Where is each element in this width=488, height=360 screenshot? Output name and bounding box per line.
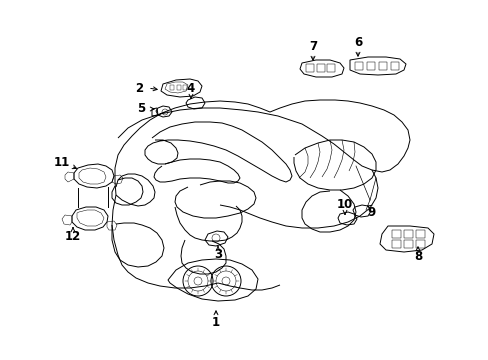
Text: 3: 3	[214, 248, 222, 261]
Text: 2: 2	[135, 81, 143, 94]
Text: 6: 6	[353, 36, 362, 49]
Text: 7: 7	[308, 40, 316, 53]
Text: 11: 11	[54, 156, 70, 168]
Text: 8: 8	[413, 251, 421, 264]
Text: 9: 9	[366, 207, 374, 220]
Text: 5: 5	[137, 103, 145, 116]
Text: 1: 1	[211, 315, 220, 328]
Text: 10: 10	[336, 198, 352, 211]
Text: 12: 12	[65, 230, 81, 243]
Text: 4: 4	[186, 81, 195, 94]
